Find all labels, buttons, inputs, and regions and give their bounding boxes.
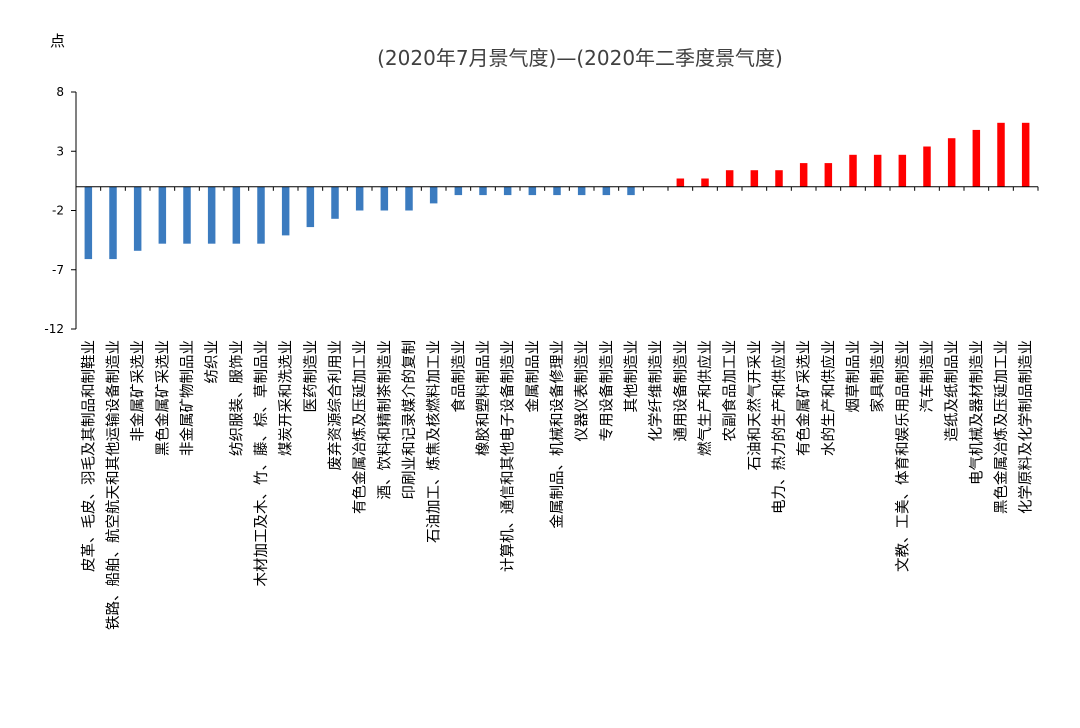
bar xyxy=(849,154,857,187)
x-category-label: 非金属矿采选业 xyxy=(130,340,147,442)
bar xyxy=(701,178,709,187)
y-tick-label: -7 xyxy=(52,263,64,277)
x-category-label: 仪器仪表制造业 xyxy=(574,340,591,442)
bar xyxy=(454,186,463,196)
bars xyxy=(84,122,1030,260)
bar xyxy=(676,178,685,187)
x-category-label: 有色金属冶炼及压延加工业 xyxy=(352,340,369,514)
bar xyxy=(997,122,1005,187)
bar xyxy=(553,186,561,196)
x-category-label: 石油加工、炼焦及核燃料加工业 xyxy=(425,340,443,543)
x-category-label: 废弃资源综合利用业 xyxy=(327,340,344,471)
x-category-label: 印刷业和记录媒介的复制 xyxy=(400,340,418,500)
bar xyxy=(873,154,882,187)
x-category-label: 烟草制品业 xyxy=(845,340,862,413)
x-axis xyxy=(75,186,1039,191)
bar xyxy=(281,186,290,236)
x-category-label: 橡胶和塑料制品业 xyxy=(475,340,492,456)
x-category-label: 家具制造业 xyxy=(870,340,887,413)
bar xyxy=(405,186,413,211)
y-tick-label: 3 xyxy=(56,144,64,158)
x-category-label: 水的生产和供应业 xyxy=(819,340,837,456)
bar xyxy=(799,163,808,187)
x-category-label: 电力、热力的生产和供应业 xyxy=(770,340,788,514)
bar xyxy=(207,186,216,244)
bar xyxy=(824,163,833,187)
x-category-label: 医药制造业 xyxy=(302,340,319,413)
bar xyxy=(947,138,956,187)
x-category-label: 石油和天然气开采业 xyxy=(746,340,763,471)
bar xyxy=(479,186,487,196)
bar xyxy=(355,186,364,211)
x-category-label: 文教、工美、体育和娱乐用品制造业 xyxy=(894,340,911,572)
x-category-label: 化学原料及化学制品制造业 xyxy=(1018,340,1035,514)
x-category-label: 其他制造业 xyxy=(623,340,640,413)
x-category-label: 黑色金属冶炼及压延加工业 xyxy=(993,340,1010,514)
x-category-label: 农副食品加工业 xyxy=(722,340,739,442)
bar xyxy=(257,186,265,244)
bar xyxy=(972,129,981,187)
bar xyxy=(627,186,635,196)
x-category-label: 通用设备制造业 xyxy=(672,340,689,442)
bar xyxy=(183,186,191,244)
x-category-label: 酒、饮料和精制茶制造业 xyxy=(376,340,393,500)
bar xyxy=(725,170,734,187)
y-tick-label: -12 xyxy=(44,322,64,336)
bar xyxy=(602,186,611,196)
bar xyxy=(133,186,142,251)
x-category-label: 专用设备制造业 xyxy=(598,340,615,442)
chart-title: (2020年7月景气度)—(2020年二季度景气度) xyxy=(377,46,783,70)
bar xyxy=(158,186,167,244)
bar xyxy=(232,186,241,244)
bar xyxy=(528,186,537,196)
x-category-label: 金属制品、机械和设备修理业 xyxy=(549,340,566,529)
x-category-label: 电气机械及器材制造业 xyxy=(968,340,985,485)
x-category-label: 汽车制造业 xyxy=(919,340,936,413)
bar xyxy=(775,170,783,187)
x-category-label: 铁路、船舶、航空航天和其他运输设备制造业 xyxy=(105,340,122,630)
x-category-label: 金属制品业 xyxy=(524,340,541,413)
y-tick-label: -2 xyxy=(52,204,64,218)
bar xyxy=(331,186,339,219)
y-axis-unit-label: 点 xyxy=(50,32,66,50)
bar xyxy=(503,186,512,196)
bar xyxy=(750,170,759,187)
category-labels: 皮革、毛皮、羽毛及其制品和制鞋业 铁路、船舶、航空航天和其他运输设备制造业 非金属矿… xyxy=(80,340,1034,630)
bar xyxy=(577,186,586,196)
x-category-label: 皮革、毛皮、羽毛及其制品和制鞋业 xyxy=(80,340,97,572)
bar xyxy=(109,186,117,260)
x-category-label: 有色金属矿采选业 xyxy=(796,340,813,456)
x-category-label: 煤炭开采和洗选业 xyxy=(278,340,295,456)
x-category-label: 纺织业 xyxy=(204,340,221,384)
x-category-label: 黑色金属矿采选业 xyxy=(154,340,171,456)
bar xyxy=(429,186,438,204)
bar xyxy=(898,154,907,187)
x-category-label: 造纸及纸制品业 xyxy=(944,340,961,442)
bar xyxy=(306,186,315,228)
x-category-label: 纺织服装、服饰业 xyxy=(228,340,245,456)
x-category-label: 化学纤维制造业 xyxy=(648,340,665,442)
bar xyxy=(923,146,931,187)
x-category-label: 燃气生产和供应业 xyxy=(696,340,714,456)
x-category-label: 非金属矿物制品业 xyxy=(179,340,196,456)
bar xyxy=(380,186,389,211)
bar xyxy=(1021,122,1030,187)
x-category-label: 计算机、通信和其他电子设备制造业 xyxy=(500,340,517,572)
x-category-label: 木材加工及木、竹、藤、棕、草制品业 xyxy=(253,340,270,587)
bar xyxy=(84,186,93,260)
y-axis: 8 3 -2 -7 -12 xyxy=(44,85,77,336)
y-tick-label: 8 xyxy=(56,85,64,99)
x-category-label: 食品制造业 xyxy=(450,340,467,413)
